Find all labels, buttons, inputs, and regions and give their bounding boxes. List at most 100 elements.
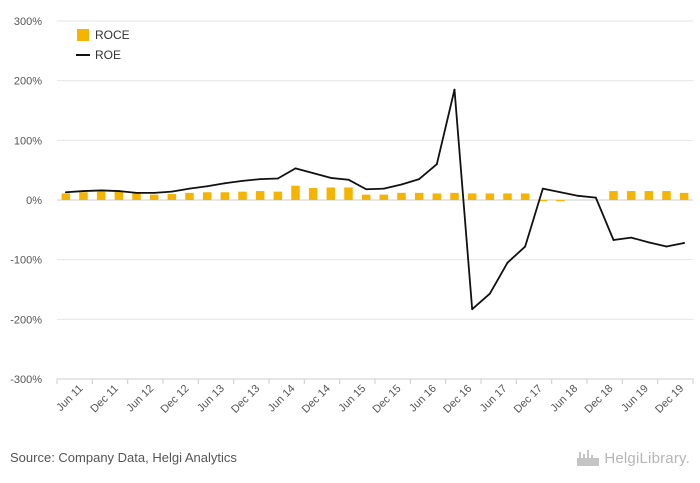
y-tick-label: -300% [10,374,42,386]
y-tick-label: -200% [10,314,42,326]
roce-bar [397,192,406,200]
roce-bar [344,187,353,200]
x-tick-label: Dec 13 [229,383,262,416]
roce-bar [414,192,424,200]
y-tick-label: 200% [14,76,42,88]
roce-bar [679,192,689,200]
roce-bar [644,191,654,200]
source-note: Source: Company Data, Helgi Analytics [10,450,237,465]
roe-point [365,188,368,191]
legend-roce-swatch [77,29,89,41]
roe-point [683,242,686,244]
roe-point [294,167,297,170]
roe-line-layer [64,88,686,311]
x-tick-label: Dec 11 [88,383,121,416]
roce-bar [96,191,106,200]
roce-bar [79,192,88,200]
roe-point [170,190,173,193]
roce-bar [503,193,512,200]
x-tick-label: Jun 14 [266,383,298,415]
x-tick-label: Jun 13 [195,383,227,415]
roe-point [594,196,597,199]
roce-bar [520,193,530,200]
y-axis-labels: 300% 200% 100% 0% -100% -200% -300% [10,16,42,386]
roe-point [400,183,403,186]
brand-name: HelgiLibrary. [604,449,690,467]
roe-point [382,187,385,190]
roce-bar [538,200,548,202]
x-tick-label: Dec 17 [512,383,545,416]
roe-point [64,191,67,194]
roce-bar [485,193,495,200]
roe-point [453,88,456,91]
roe-point [100,189,103,192]
roce-bar [114,191,124,200]
roe-point [559,191,562,194]
y-tick-label: 0% [26,195,42,207]
roe-point [312,172,315,175]
roce-bar [556,200,565,202]
roce-bar [626,191,636,200]
roe-point [488,292,491,295]
legend-roce-label: ROCE [95,28,130,42]
x-tick-label: Dec 19 [653,383,686,416]
y-tick-label: 100% [14,135,42,147]
roe-point [418,178,421,181]
x-tick-label: Jun 19 [619,383,651,415]
roce-bar [273,191,283,200]
x-tick-label: Jun 11 [54,383,85,414]
roce-bar [308,188,318,200]
x-axis: Jun 11 Dec 11 Jun 12 Dec 12 Jun 13 Dec 13 Jun … [54,378,694,416]
roe-point [647,241,650,244]
roe-point [506,261,509,264]
x-tick-label: Dec 18 [582,383,615,416]
roce-bar [361,194,371,200]
roce-bar [326,187,336,200]
y-tick-label: 300% [14,16,42,28]
x-tick-label: Jun 16 [407,383,439,415]
legend-roe-label: ROE [95,48,121,62]
roe-point [612,239,615,241]
roe-point [541,187,544,190]
x-tick-label: Jun 12 [124,383,156,415]
roe-point [347,178,350,181]
x-tick-label: Jun 15 [336,383,368,415]
roce-bar [202,192,212,200]
roe-point [630,236,633,239]
x-tick-label: Dec 16 [441,383,474,416]
roe-point [577,194,580,197]
roe-point [524,245,527,248]
x-tick-label: Jun 17 [478,383,510,415]
roe-point [665,245,668,248]
roce-bar [61,193,71,200]
roce-bar [450,192,459,200]
roe-point [329,177,332,179]
roce-bar [609,191,618,200]
roe-point [206,185,209,188]
roce-roe-chart: 300%200%100%0%-100%-200%-300% Jun 11 Dec … [10,16,694,416]
roce-bars [61,185,689,202]
roe-point [435,163,438,166]
roce-bar [220,192,230,200]
roce-bar [238,191,247,200]
legend: ROCE ROE [76,28,130,62]
roe-point [471,308,474,311]
roce-bar [467,193,477,200]
helgi-library-logo: HelgiLibrary. [576,449,690,467]
x-tick-label: Dec 14 [300,383,333,416]
roce-bar [379,194,389,200]
roe-point [135,191,138,194]
x-tick-label: Jun 18 [548,383,580,415]
roce-bar [432,193,442,200]
y-tick-label: -100% [10,255,42,267]
x-tick-label: Dec 12 [158,383,191,416]
roce-bar [167,194,177,200]
roe-point [82,190,85,192]
roce-bar [185,192,194,200]
roce-bar [149,194,159,200]
roe-point [153,191,156,194]
roe-point [259,178,262,181]
factory-icon [577,450,600,466]
roce-bar [291,185,300,200]
